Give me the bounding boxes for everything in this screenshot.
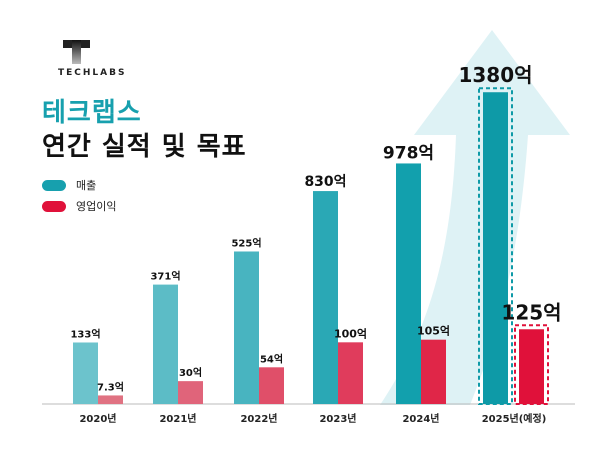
- data-label-profit: 7.3억: [97, 381, 124, 393]
- data-label-profit: 30억: [179, 367, 202, 379]
- data-label-profit: 105억: [417, 325, 450, 338]
- x-tick-label: 2024년: [402, 412, 439, 425]
- bar-profit: [98, 395, 123, 404]
- legend-item-profit: 영업이익: [42, 198, 116, 214]
- x-tick-label: 2025년(예정): [482, 412, 547, 425]
- bar-profit: [178, 381, 203, 404]
- bar-profit: [259, 367, 284, 404]
- data-label-revenue: 371억: [150, 271, 180, 283]
- bar-revenue: [73, 342, 98, 404]
- legend-label: 영업이익: [76, 200, 117, 213]
- bar-revenue: [153, 284, 178, 404]
- legend-label: 매출: [76, 179, 97, 192]
- data-label-revenue: 830억: [304, 174, 346, 190]
- logo-icon: [63, 40, 90, 64]
- brand-name: TECHLABS: [58, 68, 127, 78]
- x-tick-label: 2023년: [319, 412, 356, 425]
- bar-revenue: [313, 191, 338, 404]
- x-tick-label: 2022년: [240, 412, 277, 425]
- bar-profit: [338, 342, 363, 404]
- data-label-revenue: 978억: [383, 143, 434, 163]
- page-title: 연간 실적 및 목표: [42, 132, 247, 162]
- bar-revenue: [396, 163, 421, 404]
- data-label-profit: 125억: [501, 300, 561, 324]
- title-brand: 테크랩스: [42, 98, 142, 128]
- data-label-revenue: 133억: [70, 328, 100, 340]
- x-tick-label: 2020년: [79, 412, 116, 425]
- legend-item-revenue: 매출: [42, 177, 96, 193]
- data-label-revenue: 525억: [231, 237, 261, 249]
- data-label-revenue: 1380억: [458, 63, 532, 87]
- data-label-profit: 100억: [334, 327, 367, 340]
- legend-swatch-revenue: [42, 179, 66, 191]
- data-label-profit: 54억: [260, 353, 283, 365]
- bar-revenue: [234, 251, 259, 404]
- bar-profit: [421, 339, 446, 404]
- legend-swatch-profit: [42, 200, 66, 212]
- bar-revenue: [483, 92, 508, 404]
- growth-arrow-icon: [380, 30, 570, 405]
- x-tick-label: 2021년: [159, 412, 196, 425]
- bar-profit: [519, 329, 544, 404]
